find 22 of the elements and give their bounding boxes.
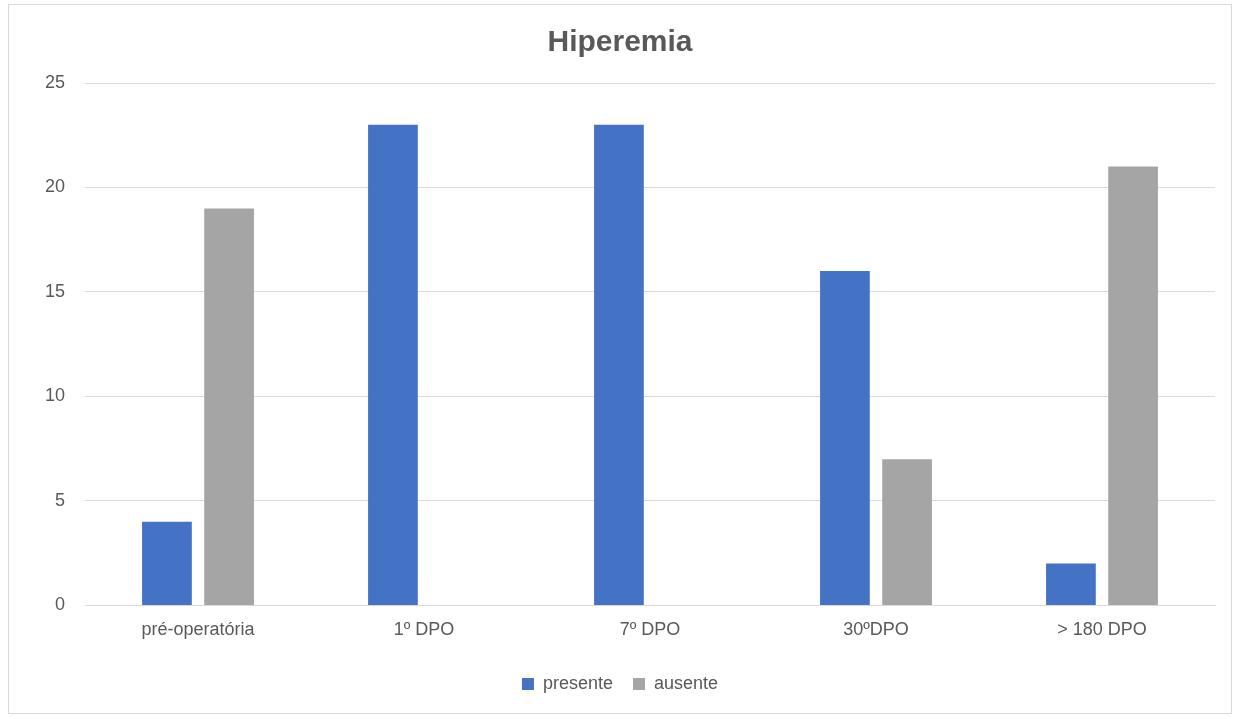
bar <box>1046 563 1096 605</box>
x-tick-label: > 180 DPO <box>1057 619 1147 640</box>
x-tick-label: 1º DPO <box>393 619 455 640</box>
bar <box>820 271 870 605</box>
legend-label: ausente <box>654 672 719 693</box>
bar <box>594 124 644 605</box>
chart-title: Hiperemia <box>547 24 693 58</box>
x-tick-label: 7º DPO <box>619 619 681 640</box>
y-tick-label: 0 <box>55 594 66 615</box>
y-tick-label: 10 <box>44 385 66 406</box>
y-tick-label: 5 <box>55 489 66 510</box>
y-tick-label: 15 <box>44 280 66 301</box>
bar <box>204 208 254 605</box>
bar <box>1108 166 1158 605</box>
x-tick-label: 30ºDPO <box>843 619 909 640</box>
x-tick-label: pré-operatória <box>141 619 256 640</box>
y-tick-label: 25 <box>44 71 66 92</box>
bar <box>882 459 932 605</box>
bar <box>368 124 418 605</box>
y-tick-label: 20 <box>44 176 66 197</box>
legend-label: presente <box>542 672 614 693</box>
bar <box>142 521 192 605</box>
